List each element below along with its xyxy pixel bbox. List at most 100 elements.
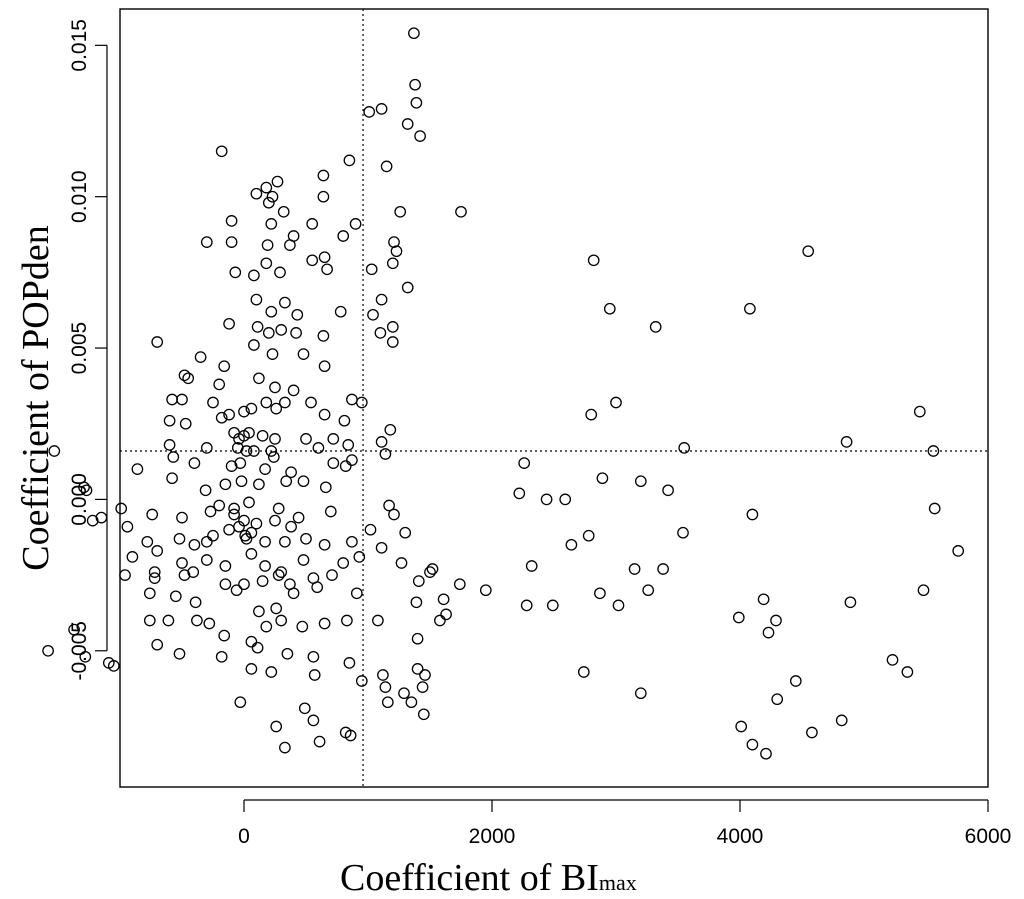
data-point — [218, 360, 231, 373]
data-point — [367, 308, 379, 321]
data-point — [250, 293, 263, 306]
data-point — [203, 617, 216, 630]
data-point — [394, 205, 407, 218]
data-point — [143, 614, 156, 627]
data-point — [350, 587, 363, 600]
data-point — [146, 508, 159, 521]
data-point — [386, 336, 399, 348]
data-point — [243, 426, 255, 439]
data-point — [762, 626, 775, 639]
data-point — [346, 454, 358, 466]
data-point — [265, 305, 278, 318]
data-point — [927, 445, 940, 457]
data-point — [259, 535, 271, 548]
data-point — [176, 511, 188, 524]
data-point — [219, 478, 232, 491]
data-point — [355, 396, 368, 409]
data-point — [269, 381, 281, 394]
data-point — [642, 584, 655, 597]
data-point — [251, 321, 264, 333]
data-point — [375, 293, 388, 306]
data-point — [540, 493, 553, 506]
data-point — [928, 502, 941, 515]
data-point — [324, 505, 337, 518]
data-point — [280, 475, 293, 488]
data-point — [80, 484, 93, 497]
data-point — [386, 321, 399, 333]
data-point — [401, 118, 414, 130]
y-axis-title: Coefficient of POPden — [15, 225, 57, 570]
data-point — [346, 393, 358, 406]
data-point — [119, 569, 131, 581]
data-point — [228, 502, 240, 515]
data-point — [339, 460, 352, 472]
data-point — [297, 348, 310, 360]
data-point — [318, 538, 331, 551]
data-point — [250, 187, 263, 200]
data-point — [121, 520, 134, 533]
data-point — [401, 281, 414, 294]
data-point — [319, 481, 332, 494]
data-point — [341, 614, 353, 627]
data-point — [200, 236, 213, 248]
data-point — [585, 408, 598, 421]
x-tick-label: 0 — [238, 825, 250, 848]
data-point — [559, 493, 572, 506]
data-point — [365, 263, 378, 276]
data-point — [455, 205, 467, 218]
x-axis-title-main: Coefficient of — [340, 857, 561, 899]
data-point — [835, 714, 848, 727]
data-point — [610, 396, 622, 409]
data-point — [223, 317, 235, 330]
data-point — [233, 520, 245, 533]
data-point — [565, 538, 578, 551]
data-point — [281, 647, 294, 660]
data-point — [245, 402, 258, 415]
data-point — [251, 641, 264, 654]
x-tick-label: 4000 — [717, 825, 764, 848]
data-point — [374, 327, 387, 339]
data-point — [204, 505, 217, 518]
data-point — [200, 535, 213, 548]
x-tick-label: 2000 — [469, 825, 516, 848]
data-point — [115, 502, 128, 515]
data-point — [148, 566, 161, 578]
data-point — [275, 566, 288, 578]
data-point — [298, 702, 311, 715]
data-point — [388, 508, 400, 521]
data-point — [270, 402, 283, 415]
data-point — [272, 502, 285, 515]
data-point — [313, 735, 326, 748]
data-point — [513, 487, 526, 500]
data-point — [840, 436, 853, 448]
data-point — [248, 339, 260, 351]
data-point — [259, 463, 271, 475]
plot-frame — [119, 8, 989, 788]
data-point — [353, 551, 366, 563]
data-point — [411, 632, 424, 645]
data-point — [248, 269, 260, 282]
data-point — [379, 448, 392, 460]
data-point — [215, 650, 228, 663]
data-point — [412, 575, 425, 587]
data-point — [386, 257, 399, 270]
data-point — [253, 478, 265, 491]
data-point — [253, 372, 265, 385]
data-point — [326, 569, 338, 581]
data-point — [789, 675, 802, 687]
data-point — [239, 529, 252, 542]
data-point — [219, 578, 232, 591]
data-point — [525, 560, 538, 572]
data-point — [194, 351, 207, 363]
data-point — [256, 429, 269, 442]
data-point — [234, 457, 247, 469]
data-point — [355, 675, 368, 687]
x-axis-title-symbol: BI — [561, 857, 599, 899]
data-point — [297, 554, 310, 566]
data-point — [213, 499, 226, 512]
data-point — [307, 650, 320, 663]
data-point — [126, 551, 139, 563]
data-point — [327, 433, 340, 445]
data-point — [284, 239, 296, 251]
data-point — [272, 569, 285, 581]
